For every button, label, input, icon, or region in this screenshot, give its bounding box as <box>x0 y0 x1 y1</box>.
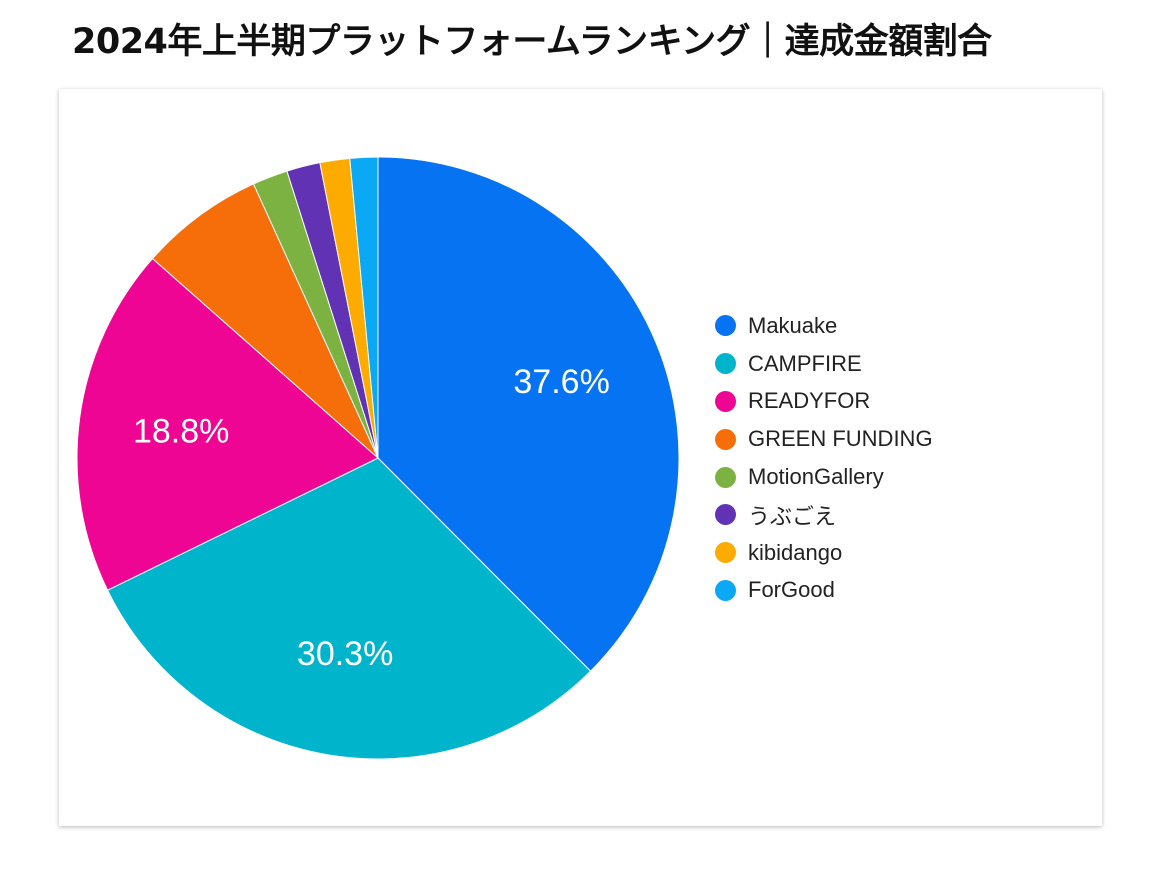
legend-label: READYFOR <box>748 388 871 414</box>
legend-swatch <box>715 428 736 450</box>
legend-swatch <box>715 315 736 337</box>
legend-label: MotionGallery <box>748 464 884 490</box>
legend-item: Makuake <box>715 307 933 345</box>
slice-value-label: 18.8% <box>133 412 229 450</box>
legend-label: うぶごえ <box>748 503 837 529</box>
legend-swatch <box>715 466 736 488</box>
legend-swatch <box>715 504 736 526</box>
legend-item: GREEN FUNDING <box>715 420 933 458</box>
legend-label: kibidango <box>748 539 843 565</box>
legend-item: CAMPFIRE <box>715 345 933 383</box>
pie-slice-green-funding <box>151 183 379 459</box>
slice-value-label: 37.6% <box>513 363 609 401</box>
legend-swatch <box>715 579 736 601</box>
legend-item: READYFOR <box>715 383 933 421</box>
pie-slices <box>76 156 680 760</box>
legend-label: CAMPFIRE <box>748 350 862 376</box>
pie-labels: 37.6% 30.3% 18.8% <box>133 363 610 673</box>
legend-label: GREEN FUNDING <box>748 426 933 452</box>
chart-legend: Makuake CAMPFIRE READYFOR GREEN FUNDING Moti… <box>715 307 933 609</box>
pie-slice-campfire <box>106 457 592 760</box>
chart-title: 2024年上半期プラットフォームランキング｜達成金額割合 <box>72 22 992 62</box>
pie-slice-makuake <box>377 156 680 672</box>
legend-item: うぶごえ <box>715 496 933 534</box>
legend-item: ForGood <box>715 572 933 610</box>
legend-swatch <box>715 542 736 564</box>
legend-swatch <box>715 353 736 375</box>
legend-item: kibidango <box>715 534 933 572</box>
legend-label: ForGood <box>748 577 835 603</box>
slice-value-label: 30.3% <box>297 635 393 673</box>
legend-label: Makuake <box>748 312 838 338</box>
pie-slice-forgood <box>349 156 379 459</box>
pie-slice-readyfor <box>76 257 379 591</box>
legend-swatch <box>715 390 736 412</box>
legend-item: MotionGallery <box>715 458 933 496</box>
